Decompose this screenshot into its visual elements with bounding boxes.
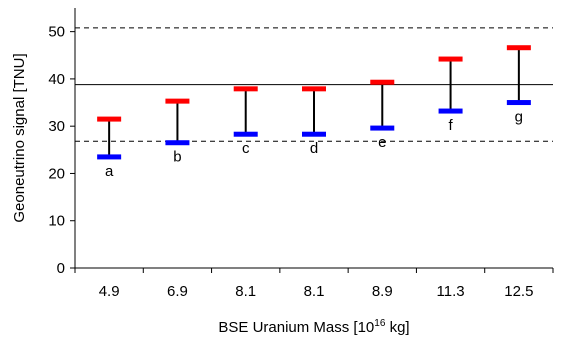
low-cap <box>97 154 122 160</box>
high-cap <box>506 45 531 51</box>
y-tick-label: 0 <box>57 260 65 277</box>
x-tick-label: 8.9 <box>372 283 393 300</box>
x-axis-title-pre: BSE Uranium Mass [10 <box>218 319 374 336</box>
x-tick-label: 6.9 <box>167 283 188 300</box>
y-tick-label: 30 <box>48 118 65 135</box>
bar-letter-label: g <box>515 109 523 126</box>
axis-labels: Geoneutrino signal [TNU] BSE Uranium Mass… <box>11 53 410 336</box>
bar-letter-label: f <box>448 117 453 134</box>
x-axis-title: BSE Uranium Mass [1016 kg] <box>218 318 409 336</box>
range-bars: a b c d e f g <box>97 45 531 180</box>
low-cap <box>302 131 326 137</box>
axes: 0 10 20 30 40 50 4.9 6.9 8.1 8.1 8.9 11.3 12.5 <box>48 8 554 300</box>
low-cap <box>370 125 395 131</box>
bar-letter-label: a <box>105 163 114 180</box>
high-cap <box>302 86 326 92</box>
x-axis-title-post: kg] <box>385 319 409 336</box>
low-cap <box>438 108 463 114</box>
high-cap <box>233 86 258 92</box>
y-tick-label: 10 <box>48 213 65 230</box>
y-tick-label: 40 <box>48 71 65 88</box>
bar-letter-label: e <box>378 134 386 151</box>
y-axis-title: Geoneutrino signal [TNU] <box>11 53 28 222</box>
x-tick-label: 8.1 <box>235 283 256 300</box>
bar-letter-label: d <box>310 140 318 157</box>
bar-letter-label: b <box>173 149 181 166</box>
high-cap <box>438 56 463 62</box>
high-cap <box>165 98 190 104</box>
high-cap <box>370 79 395 85</box>
y-tick-label: 20 <box>48 165 65 182</box>
high-cap <box>97 116 122 122</box>
bar-letter-label: c <box>242 140 250 157</box>
x-tick-label: 11.3 <box>437 283 465 300</box>
x-axis-title-sup: 16 <box>374 318 386 329</box>
low-cap <box>165 140 190 146</box>
low-cap <box>506 100 531 106</box>
low-cap <box>233 131 258 137</box>
x-tick-label: 12.5 <box>504 283 533 300</box>
x-tick-label: 4.9 <box>99 283 120 300</box>
x-tick-label: 8.1 <box>304 283 325 300</box>
reference-lines <box>75 27 553 142</box>
y-tick-label: 50 <box>48 24 65 41</box>
